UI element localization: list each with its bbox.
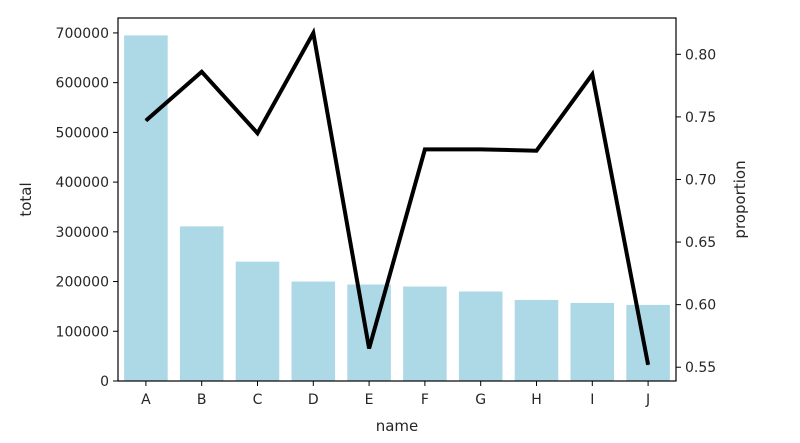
x-tick-label: H (531, 392, 542, 408)
x-tick-label: J (645, 392, 650, 408)
x-tick-label: E (365, 392, 374, 408)
x-tick-label: B (197, 392, 207, 408)
y-left-tick-label: 100000 (56, 324, 109, 340)
line-point-H (536, 150, 537, 152)
plot-frame (117, 17, 677, 382)
line-point-D (312, 32, 314, 34)
bar-F (403, 286, 447, 381)
line-point-I (591, 73, 593, 75)
proportion-line (144, 27, 651, 366)
y-right-tick-label: 0.80 (685, 47, 716, 63)
bar-C (235, 261, 280, 381)
x-axis: A B C D E F G H I J (141, 381, 650, 408)
y-right-tick-label: 0.55 (685, 360, 716, 376)
y-axis-left: 0 100000 200000 300000 400000 500000 600000 700… (56, 26, 118, 390)
y-left-tick-label: 0 (100, 374, 109, 390)
x-tick-label: I (590, 392, 594, 408)
x-tick-label: F (421, 392, 429, 408)
y-left-tick-label: 300000 (56, 225, 109, 241)
y-right-tick-label: 0.60 (685, 298, 716, 314)
y-left-tick-label: 600000 (56, 76, 109, 92)
y-left-tick-label: 700000 (56, 26, 109, 42)
x-tick-label: D (308, 392, 319, 408)
bar-G (458, 291, 503, 381)
line-point-E (368, 347, 370, 349)
y-left-tick-label: 500000 (56, 125, 109, 141)
line-point-C (257, 132, 258, 134)
bar-B (179, 226, 224, 381)
x-axis-title: name (376, 417, 419, 435)
y-left-tick-label: 400000 (56, 175, 109, 191)
y-right-tick-label: 0.70 (685, 172, 716, 188)
y-right-tick-label: 0.75 (685, 110, 716, 126)
bar-D (291, 281, 336, 381)
y-left-tick-label: 200000 (56, 275, 109, 291)
bar-J (626, 304, 670, 381)
bar-A (124, 35, 168, 381)
line-point-J (647, 364, 649, 366)
bar-series (124, 35, 670, 381)
x-tick-label: A (141, 392, 151, 408)
line-point-F (424, 148, 426, 150)
y-axis-right-title: proportion (731, 160, 749, 238)
bar-I (570, 302, 615, 381)
line-series (144, 27, 651, 366)
y-axis-right: 0.55 0.60 0.65 0.70 0.75 0.80 (676, 47, 716, 376)
line-point-B (201, 71, 203, 73)
line-point-G (480, 148, 482, 150)
y-right-tick-label: 0.65 (685, 235, 716, 251)
x-tick-label: C (253, 392, 263, 408)
x-tick-label: G (475, 392, 486, 408)
bar-H (514, 299, 559, 381)
y-axis-left-title: total (17, 182, 35, 216)
line-point-A (145, 120, 147, 122)
